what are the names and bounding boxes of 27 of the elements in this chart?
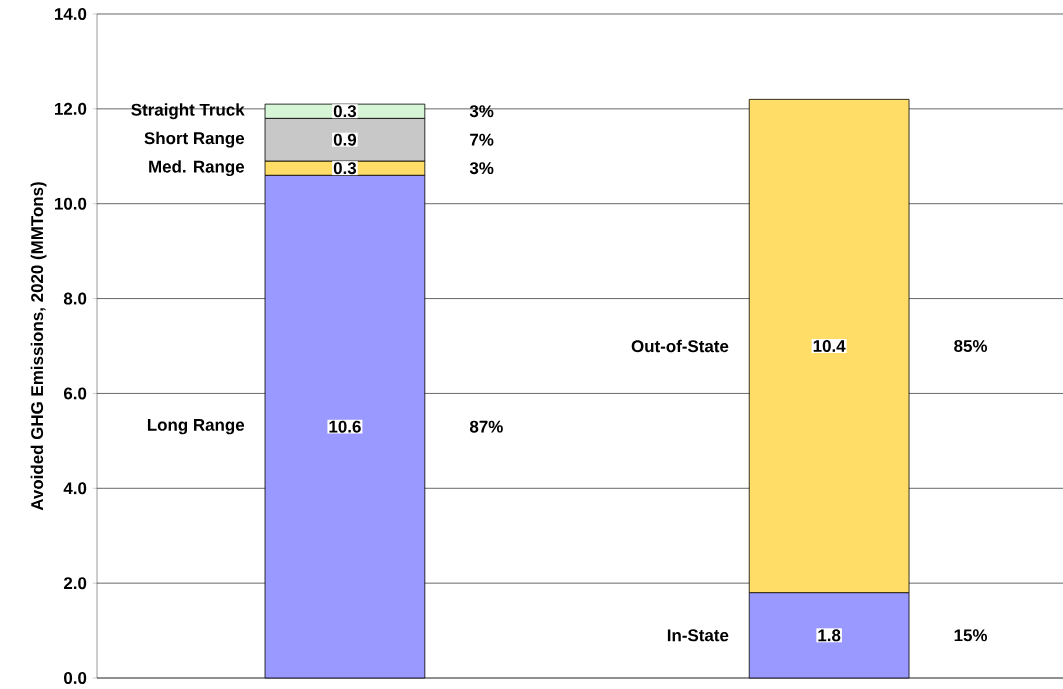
data-label: 0.3 xyxy=(333,162,357,175)
series-label: Short Range xyxy=(144,131,245,148)
y-tick-label: 4.0 xyxy=(63,482,87,495)
data-label: 10.4 xyxy=(813,340,846,352)
data-label: 10.6 xyxy=(329,420,361,433)
annotation: 87% xyxy=(469,420,503,433)
series-label: Long Range xyxy=(147,419,245,435)
series-label: In-State xyxy=(667,629,729,642)
y-tick-label: 6.0 xyxy=(63,387,87,400)
series-label: Out-of-State xyxy=(631,339,729,353)
y-tick-label: 12.0 xyxy=(55,102,87,115)
data-label: 0.9 xyxy=(333,133,357,146)
series-label: Med. Range xyxy=(149,160,245,177)
annotation: 85% xyxy=(954,340,988,352)
series-label: Straight Truck xyxy=(131,103,245,120)
annotation: 7% xyxy=(470,133,494,146)
y-tick-label: 2.0 xyxy=(63,577,87,590)
annotation: 15% xyxy=(954,629,988,642)
y-tick-label: 14.0 xyxy=(55,7,87,20)
y-axis-title: Avoided GHG Emissions, 2020 (MMTons) xyxy=(30,182,47,511)
data-label: 0.3 xyxy=(333,105,357,118)
annotation: 3% xyxy=(469,162,494,175)
annotation: 3% xyxy=(469,105,494,118)
y-tick-label: 10.0 xyxy=(55,197,87,210)
y-tick-label: 8.0 xyxy=(63,292,87,305)
data-label: 1.8 xyxy=(818,629,841,642)
y-tick-label: 0.0 xyxy=(64,672,87,684)
